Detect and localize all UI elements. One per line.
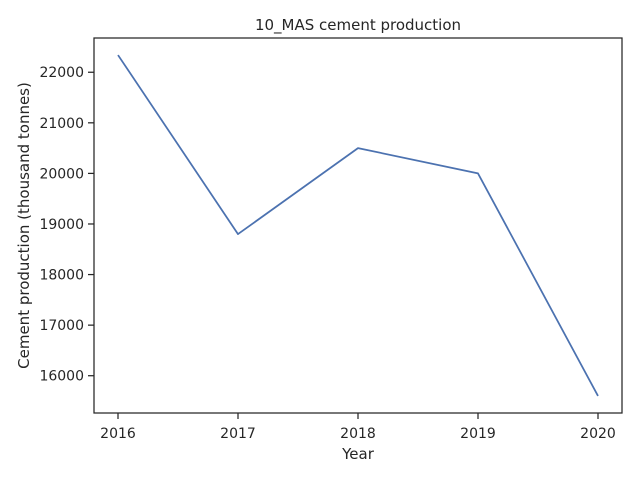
y-tick-label: 21000	[39, 116, 84, 132]
y-tick-label: 17000	[39, 318, 84, 334]
chart-title: 10_MAS cement production	[255, 16, 461, 35]
y-tick-label: 20000	[39, 166, 84, 182]
x-axis-label: Year	[341, 445, 375, 463]
x-tick-label: 2019	[460, 426, 496, 442]
y-axis-label: Cement production (thousand tonnes)	[15, 82, 33, 369]
y-tick-label: 19000	[39, 217, 84, 233]
x-tick-label: 2016	[100, 426, 136, 442]
x-tick-label: 2017	[220, 426, 256, 442]
series-line-0	[117, 54, 599, 397]
x-axis: 2016 2017 2018 2019 2020	[100, 413, 616, 442]
plot-area	[117, 54, 599, 397]
y-tick-label: 18000	[39, 268, 84, 284]
y-axis: 16000 17000 18000 19000 20000 21000 22000	[39, 65, 94, 385]
plot-frame	[93, 37, 623, 414]
y-tick-label: 22000	[39, 65, 84, 81]
x-tick-label: 2018	[340, 426, 376, 442]
x-tick-label: 2020	[580, 426, 616, 442]
y-tick-label: 16000	[39, 369, 84, 385]
